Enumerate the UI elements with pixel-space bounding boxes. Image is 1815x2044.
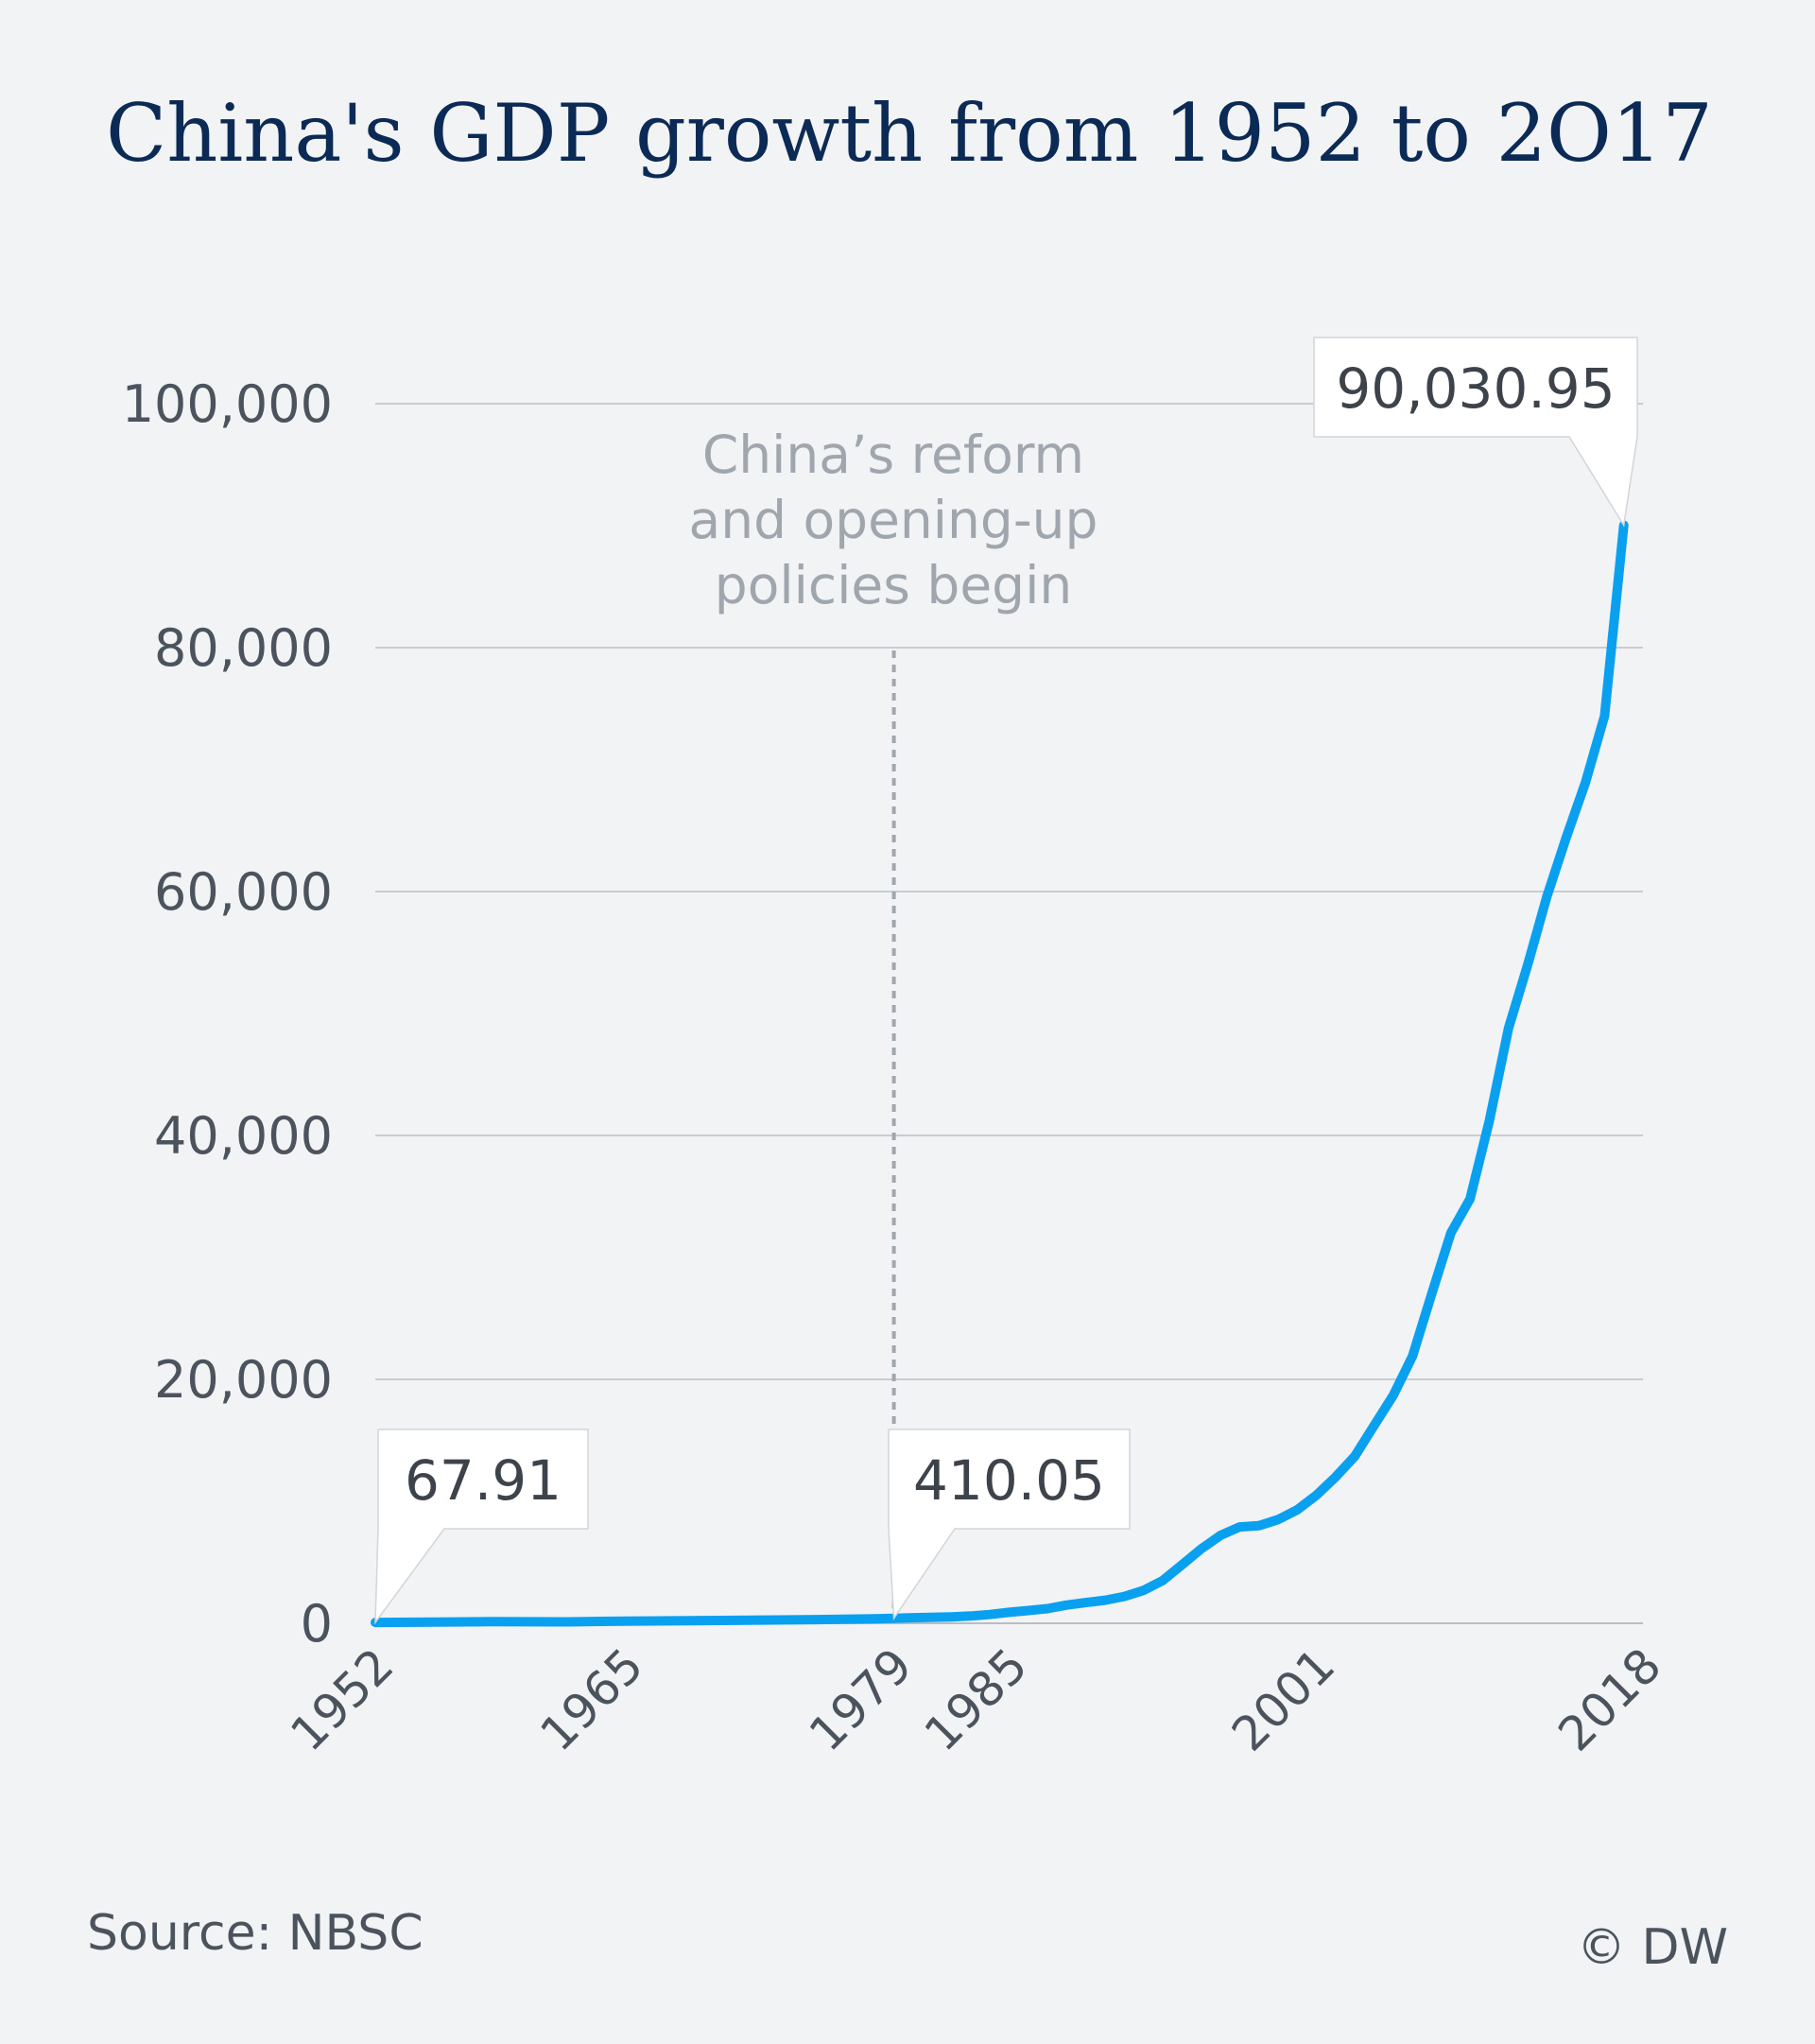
x-tick-label: 1965 bbox=[530, 1637, 654, 1761]
chart-title: China's GDP growth from 1952 to 2O17 bbox=[106, 87, 1713, 180]
callout-box bbox=[374, 1429, 589, 1625]
y-tick-label: 40,000 bbox=[154, 1106, 333, 1166]
callout-box bbox=[888, 1429, 1131, 1620]
callout-label: 410.05 bbox=[913, 1448, 1105, 1513]
callout: 90,030.95 bbox=[1313, 337, 1638, 528]
x-tick-label: 1952 bbox=[280, 1637, 404, 1761]
series-group bbox=[371, 520, 1629, 1628]
x-tick-label: 2018 bbox=[1547, 1637, 1671, 1761]
annotation-text: and opening-up bbox=[689, 490, 1098, 550]
callout-label: 90,030.95 bbox=[1336, 356, 1615, 421]
y-tick-label: 100,000 bbox=[122, 374, 333, 434]
y-tick-label: 20,000 bbox=[154, 1350, 333, 1410]
x-tick-label: 1979 bbox=[799, 1637, 923, 1761]
y-tick-label: 80,000 bbox=[154, 618, 333, 678]
annotation-text: policies begin bbox=[715, 555, 1072, 615]
source-note: Source: NBSC bbox=[87, 1905, 424, 1962]
y-tick-label: 0 bbox=[301, 1594, 333, 1654]
callout-label: 67.91 bbox=[405, 1448, 562, 1513]
y-tick-label: 60,000 bbox=[154, 862, 333, 922]
gdp-line bbox=[371, 520, 1629, 1628]
x-tick-label: 1985 bbox=[914, 1637, 1038, 1761]
x-tick-label: 2001 bbox=[1221, 1637, 1345, 1761]
callout-group: 67.91 410.05 90,030.95 bbox=[374, 337, 1638, 1625]
annotation-text: China’s reform bbox=[702, 424, 1084, 485]
callout-box bbox=[1313, 337, 1638, 528]
callout: 67.91 bbox=[374, 1429, 589, 1625]
callout: 410.05 bbox=[888, 1429, 1131, 1620]
credit-note: © DW bbox=[1577, 1919, 1728, 1976]
